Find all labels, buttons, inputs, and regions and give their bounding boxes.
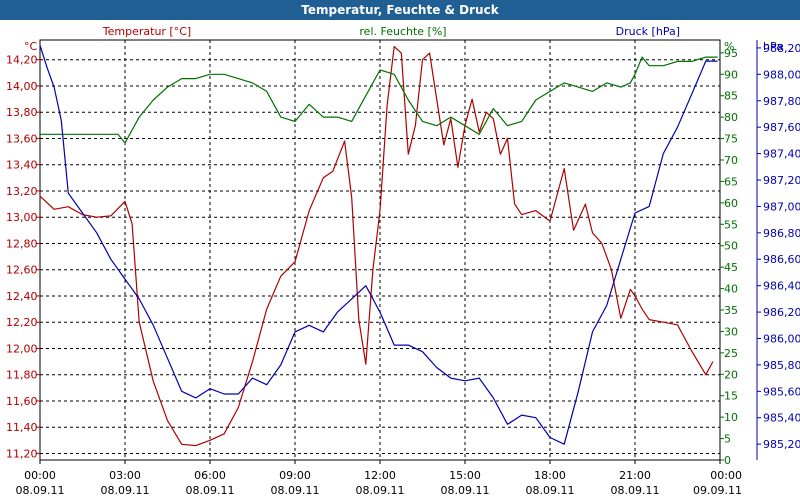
humidity-tick-label: 80 [724, 111, 738, 124]
temperature-unit: °C [24, 40, 38, 53]
pressure-tick-label: 988,00 [763, 68, 800, 81]
temp-tick-label: 12,80 [6, 237, 38, 250]
x-tick-date: 08.09.11 [16, 484, 65, 497]
temperature-axis: 14,20 14,00 13,80 13,60 13,40 13,20 13,00 12,80… [6, 54, 40, 460]
temp-tick-label: 12,60 [6, 264, 38, 277]
x-tick-date: 08.09.11 [611, 484, 660, 497]
x-tick-time: 06:00 [194, 469, 226, 482]
temp-tick-label: 12,20 [6, 316, 38, 329]
pressure-axis-label: Druck [hPa] [616, 25, 680, 38]
humidity-tick-label: 95 [724, 47, 738, 60]
chart-title: Temperatur, Feuchte & Druck [0, 0, 800, 20]
x-tick-time: 12:00 [364, 469, 396, 482]
pressure-tick-label: 987,00 [763, 200, 800, 213]
humidity-tick-label: 55 [724, 218, 738, 231]
x-tick-date: 08.09.11 [356, 484, 405, 497]
humidity-tick-label: 50 [724, 240, 738, 253]
temp-tick-label: 12,00 [6, 342, 38, 355]
temp-tick-label: 12,40 [6, 290, 38, 303]
x-tick-time: 00:00 [24, 469, 56, 482]
humidity-axis-label: rel. Feuchte [%] [359, 25, 446, 38]
temp-tick-label: 13,80 [6, 106, 38, 119]
humidity-tick-label: 30 [724, 325, 738, 338]
x-tick-time: 21:00 [619, 469, 651, 482]
temp-tick-label: 13,00 [6, 211, 38, 224]
humidity-tick-label: 60 [724, 197, 738, 210]
x-tick-date: 09.09.11 [693, 484, 742, 497]
pressure-unit: hPa [763, 40, 783, 53]
temperature-series-line [39, 45, 714, 447]
temp-tick-label: 11,60 [6, 395, 38, 408]
humidity-tick-label: 90 [724, 68, 738, 81]
humidity-tick-label: 45 [724, 261, 738, 274]
humidity-tick-label: 75 [724, 133, 738, 146]
humidity-tick-label: 15 [724, 390, 738, 403]
temp-tick-label: 11,20 [6, 447, 38, 460]
x-tick-date: 08.09.11 [186, 484, 235, 497]
humidity-tick-label: 65 [724, 175, 738, 188]
pressure-tick-label: 987,40 [763, 148, 800, 161]
humidity-unit: % [724, 40, 734, 53]
humidity-tick-label: 0 [724, 454, 731, 467]
pressure-tick-label: 986,20 [763, 306, 800, 319]
humidity-tick-label: 70 [724, 154, 738, 167]
pressure-tick-label: 987,60 [763, 121, 800, 134]
pressure-tick-label: 986,40 [763, 280, 800, 293]
pressure-tick-label: 988,20 [763, 42, 800, 55]
x-tick-time: 09:00 [279, 469, 311, 482]
series-lines [39, 45, 718, 447]
time-axis: 00:00 08.09.11 03:00 08.09.11 06:00 08.09.11 0… [16, 460, 742, 497]
humidity-tick-label: 20 [724, 368, 738, 381]
temp-tick-label: 11,80 [6, 369, 38, 382]
x-tick-date: 08.09.11 [101, 484, 150, 497]
pressure-tick-label: 986,00 [763, 332, 800, 345]
x-tick-date: 08.09.11 [441, 484, 490, 497]
temperature-axis-label: Temperatur [°C] [102, 25, 191, 38]
temp-tick-label: 13,40 [6, 159, 38, 172]
temp-tick-label: 11,40 [6, 421, 38, 434]
humidity-tick-label: 10 [724, 411, 738, 424]
humidity-tick-label: 25 [724, 347, 738, 360]
x-tick-date: 08.09.11 [526, 484, 575, 497]
pressure-tick-label: 986,80 [763, 227, 800, 240]
humidity-tick-label: 5 [724, 433, 731, 446]
pressure-tick-label: 986,60 [763, 253, 800, 266]
humidity-tick-label: 40 [724, 283, 738, 296]
x-tick-time: 03:00 [109, 469, 141, 482]
x-tick-time: 15:00 [449, 469, 481, 482]
x-tick-time: 18:00 [534, 469, 566, 482]
temp-tick-label: 14,20 [6, 54, 38, 67]
temp-tick-label: 13,20 [6, 185, 38, 198]
x-tick-time: 00:00 [710, 469, 742, 482]
humidity-tick-label: 35 [724, 304, 738, 317]
pressure-tick-label: 985,60 [763, 385, 800, 398]
pressure-tick-label: 985,80 [763, 359, 800, 372]
temp-tick-label: 13,60 [6, 132, 38, 145]
pressure-series-line [39, 45, 718, 445]
pressure-axis: 988,20 988,00 987,80 987,60 987,40 987,20 987,… [756, 40, 800, 460]
humidity-tick-label: 85 [724, 90, 738, 103]
pressure-tick-label: 985,20 [763, 438, 800, 451]
humidity-series-line [40, 56, 718, 144]
temp-tick-label: 14,00 [6, 80, 38, 93]
pressure-tick-label: 987,20 [763, 174, 800, 187]
grid-lines [40, 40, 720, 460]
pressure-tick-label: 985,40 [763, 412, 800, 425]
axis-labels: Temperatur [°C] rel. Feuchte [%] Druck [hP… [24, 25, 783, 53]
x-tick-date: 08.09.11 [271, 484, 320, 497]
pressure-tick-label: 987,80 [763, 95, 800, 108]
